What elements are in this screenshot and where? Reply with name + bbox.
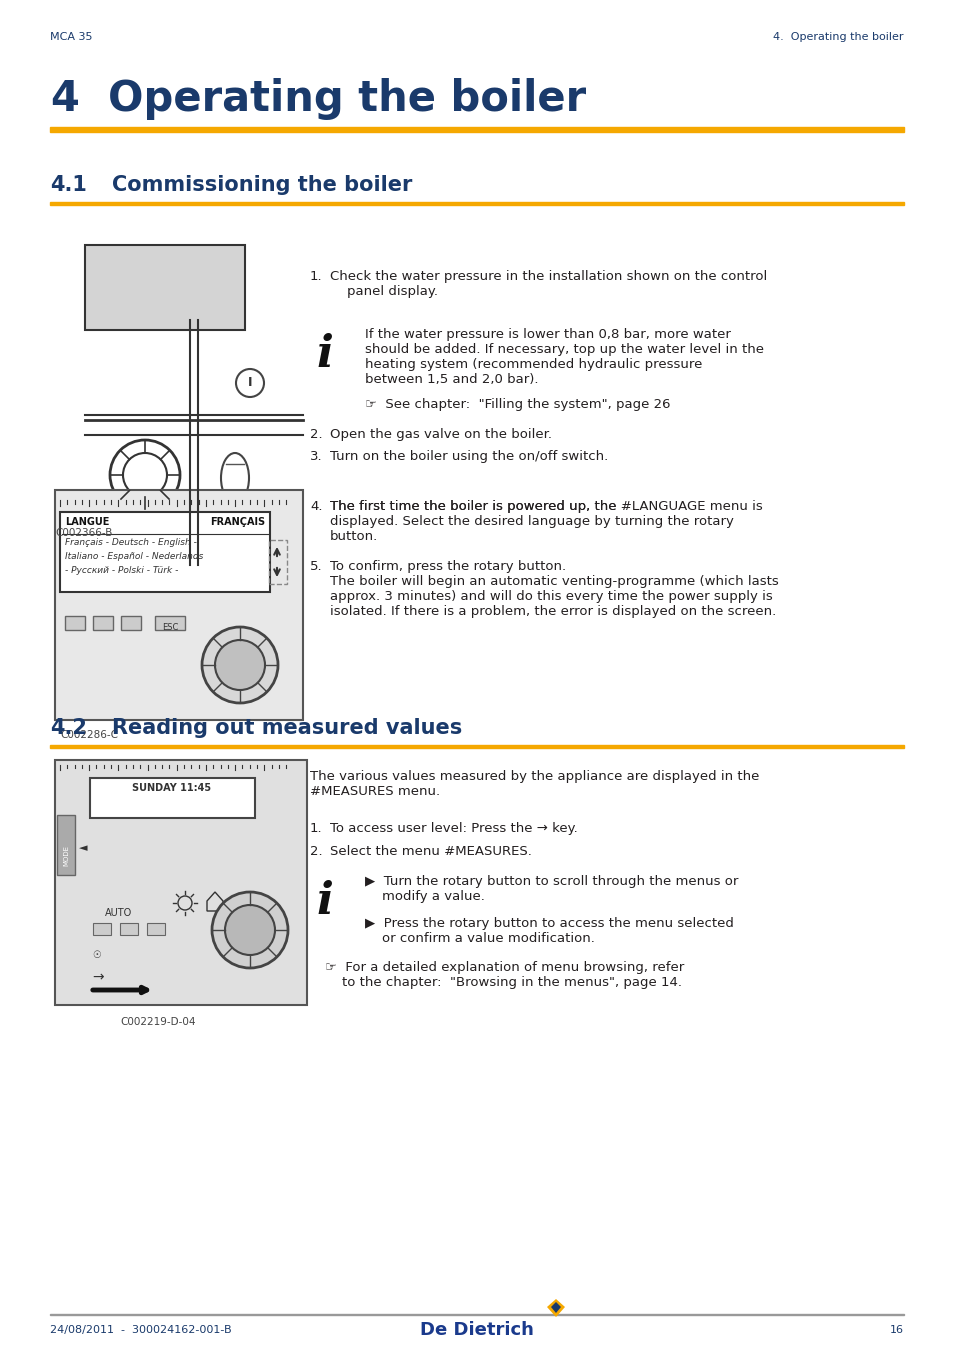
Text: AUTO: AUTO (105, 909, 132, 918)
Text: 4: 4 (50, 78, 79, 120)
Text: 2.: 2. (310, 845, 322, 859)
Ellipse shape (221, 454, 249, 504)
Text: ◄: ◄ (79, 842, 88, 853)
Bar (50, 202, 903, 205)
Text: FRANÇAIS: FRANÇAIS (210, 517, 265, 526)
Text: De Dietrich: De Dietrich (419, 1322, 534, 1339)
Text: 2.: 2. (310, 428, 322, 441)
Text: LANGUE: LANGUE (65, 517, 110, 526)
Bar (57, 815, 75, 875)
Bar (120, 923, 138, 936)
Text: 4.  Operating the boiler: 4. Operating the boiler (773, 32, 903, 42)
Text: ☞  For a detailed explanation of menu browsing, refer
    to the chapter:  "Brow: ☞ For a detailed explanation of menu bro… (325, 961, 683, 990)
Bar (92, 923, 111, 936)
Text: i: i (316, 333, 334, 377)
Text: ☞  See chapter:  "Filling the system", page 26: ☞ See chapter: "Filling the system", pag… (365, 398, 670, 410)
Text: MODE: MODE (63, 845, 69, 865)
Text: MCA 35: MCA 35 (50, 32, 92, 42)
Text: C002219-D-04: C002219-D-04 (120, 1017, 195, 1027)
Text: Reading out measured values: Reading out measured values (112, 718, 462, 738)
Circle shape (212, 892, 288, 968)
Text: Français - Deutsch - English -: Français - Deutsch - English - (65, 539, 196, 547)
Bar (55, 490, 303, 720)
Bar (154, 616, 185, 630)
Text: The various values measured by the appliance are displayed in the
#MEASURES menu: The various values measured by the appli… (310, 769, 759, 798)
Text: C002286-C: C002286-C (60, 730, 118, 740)
Polygon shape (551, 1301, 560, 1314)
Bar (50, 745, 903, 748)
Text: ▶  Press the rotary button to access the menu selected
    or confirm a value mo: ▶ Press the rotary button to access the … (365, 917, 733, 945)
Text: Select the menu #MEASURES.: Select the menu #MEASURES. (330, 845, 532, 859)
Text: Open the gas valve on the boiler.: Open the gas valve on the boiler. (330, 428, 552, 441)
Bar (147, 923, 165, 936)
Circle shape (123, 454, 167, 497)
Text: I: I (248, 377, 252, 390)
Text: 5.: 5. (310, 560, 322, 572)
Text: The first time the boiler is powered up, the #LANGUAGE menu is
displayed. Select: The first time the boiler is powered up,… (330, 500, 762, 543)
Bar (85, 244, 245, 329)
Text: 4.1: 4.1 (50, 176, 87, 194)
Text: - Русский - Polski - Türk -: - Русский - Polski - Türk - (65, 566, 178, 575)
Bar (92, 616, 112, 630)
Text: ☉: ☉ (91, 950, 101, 960)
Text: If the water pressure is lower than 0,8 bar, more water
should be added. If nece: If the water pressure is lower than 0,8 … (365, 328, 763, 386)
Text: 16: 16 (889, 1324, 903, 1335)
Circle shape (235, 369, 264, 397)
Text: C002366-B: C002366-B (55, 528, 112, 539)
Bar (60, 512, 270, 593)
Text: The first time the boiler is powered up, the: The first time the boiler is powered up,… (330, 500, 620, 513)
Text: To confirm, press the rotary button.
The boiler will begin an automatic venting-: To confirm, press the rotary button. The… (330, 560, 778, 618)
Text: 1.: 1. (310, 270, 322, 284)
Bar (55, 760, 307, 1004)
Bar (65, 616, 85, 630)
Text: 1.: 1. (310, 822, 322, 836)
Circle shape (202, 626, 277, 703)
Text: Operating the boiler: Operating the boiler (108, 78, 585, 120)
Text: 4.: 4. (310, 500, 322, 513)
Text: i: i (316, 880, 334, 923)
Text: Turn on the boiler using the on/off switch.: Turn on the boiler using the on/off swit… (330, 450, 608, 463)
Circle shape (214, 640, 265, 690)
Bar (50, 127, 903, 132)
Text: →: → (91, 971, 104, 984)
Text: 3.: 3. (310, 450, 322, 463)
Text: ESC: ESC (162, 622, 178, 632)
Text: Commissioning the boiler: Commissioning the boiler (112, 176, 412, 194)
Circle shape (110, 440, 180, 510)
Text: Italiano - Español - Nederlands: Italiano - Español - Nederlands (65, 552, 203, 562)
Bar (269, 540, 287, 585)
Bar (90, 778, 254, 818)
Polygon shape (546, 1299, 564, 1318)
Text: Check the water pressure in the installation shown on the control
    panel disp: Check the water pressure in the installa… (330, 270, 766, 298)
Text: ▶  Turn the rotary button to scroll through the menus or
    modify a value.: ▶ Turn the rotary button to scroll throu… (365, 875, 738, 903)
Bar (121, 616, 141, 630)
Text: 4.2: 4.2 (50, 718, 87, 738)
Circle shape (225, 904, 274, 954)
Text: To access user level: Press the → key.: To access user level: Press the → key. (330, 822, 578, 836)
Text: SUNDAY 11:45: SUNDAY 11:45 (132, 783, 212, 792)
Text: 24/08/2011  -  300024162-001-B: 24/08/2011 - 300024162-001-B (50, 1324, 232, 1335)
